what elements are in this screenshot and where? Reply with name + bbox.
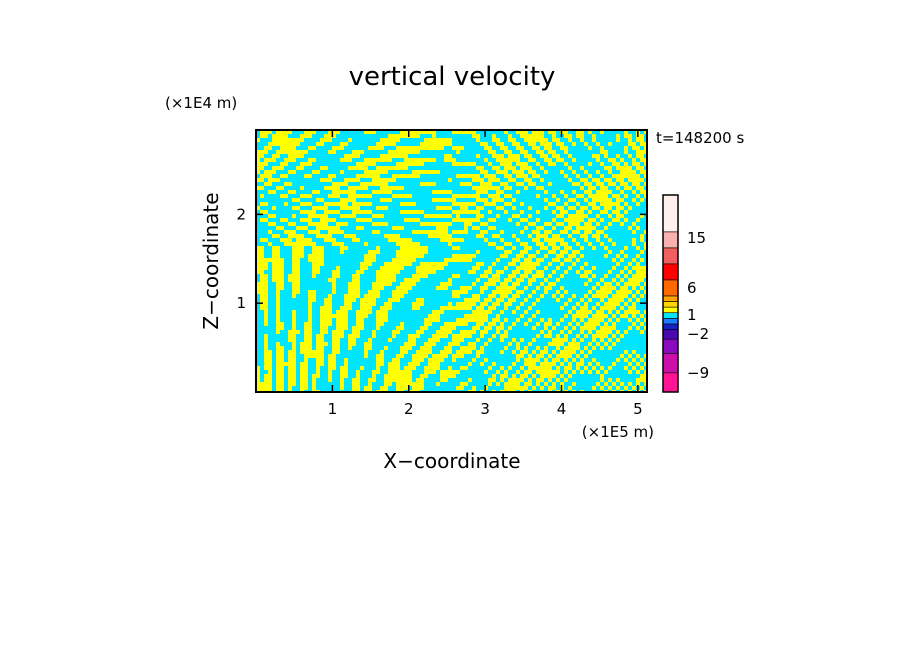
colorbar: 15 6 1−2 −9 (662, 194, 709, 393)
colorbar-band (662, 312, 679, 319)
colorbar-tick-label: −2 (687, 325, 709, 343)
x-tick-label: 1 (328, 400, 338, 418)
colorbar-band (662, 323, 679, 330)
colorbar-frame (662, 194, 679, 393)
colorbar-band (662, 353, 679, 374)
y-tick-label: 1 (236, 294, 246, 312)
colorbar-band (662, 372, 679, 393)
x-axis: 1 2 3 4 5 (328, 130, 643, 418)
x-tick-label: 2 (404, 400, 414, 418)
x-tick-label: 5 (633, 400, 643, 418)
colorbar-band (662, 318, 679, 325)
y-tick-label: 2 (236, 205, 246, 223)
y-axis: 12 (236, 205, 647, 312)
x-tick-label: 4 (557, 400, 567, 418)
x-tick-label: 3 (480, 400, 490, 418)
colorbar-band (662, 295, 679, 302)
colorbar-band (662, 306, 679, 314)
velocity-field (256, 130, 647, 392)
x-axis-label: X−coordinate (383, 449, 520, 473)
colorbar-band (662, 338, 679, 354)
chart-title: vertical velocity (349, 62, 556, 92)
colorbar-band (662, 279, 679, 297)
colorbar-band (662, 247, 679, 265)
colorbar-band (662, 263, 679, 281)
colorbar-band (662, 301, 679, 308)
colorbar-band (662, 231, 679, 249)
colorbar-tick-label: 1 (687, 306, 697, 324)
y-axis-label: Z−coordinate (199, 192, 223, 329)
time-label: t=148200 s (656, 129, 744, 147)
colorbar-band (662, 329, 679, 340)
field-positive-region (256, 130, 647, 392)
colorbar-tick-label: 15 (687, 229, 706, 247)
colorbar-tick-label: −9 (687, 364, 709, 382)
colorbar-band (662, 194, 679, 233)
plot-frame (255, 129, 648, 393)
colorbar-tick-label: 6 (687, 279, 697, 297)
x-unit-label: (×1E5 m) (582, 423, 654, 441)
y-unit-label: (×1E4 m) (165, 94, 237, 112)
